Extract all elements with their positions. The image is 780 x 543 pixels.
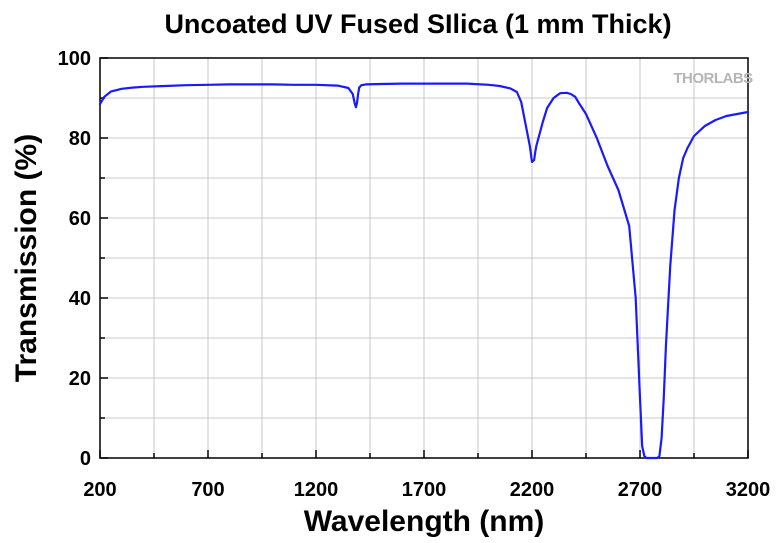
x-tick-label: 200 xyxy=(83,479,116,501)
x-tick-label: 3200 xyxy=(726,479,771,501)
x-tick-label: 2700 xyxy=(618,479,663,501)
x-tick-label: 1200 xyxy=(294,479,339,501)
y-tick-label: 20 xyxy=(69,368,91,390)
y-axis-title: Transmission (%) xyxy=(10,134,43,382)
y-tick-label: 80 xyxy=(69,128,91,150)
x-tick-label: 2200 xyxy=(510,479,555,501)
thorlabs-logo: THORLABS xyxy=(673,70,753,87)
x-tick-label: 1700 xyxy=(402,479,447,501)
chart-title: Uncoated UV Fused SIlica (1 mm Thick) xyxy=(164,9,671,39)
x-tick-label: 700 xyxy=(191,479,224,501)
y-tick-label: 100 xyxy=(58,48,91,70)
y-tick-label: 60 xyxy=(69,208,91,230)
grid-lines xyxy=(100,58,748,458)
x-axis-title: Wavelength (nm) xyxy=(304,505,545,538)
axis-ticks xyxy=(99,57,749,459)
transmission-line xyxy=(98,82,750,460)
y-tick-label: 40 xyxy=(69,288,91,310)
y-tick-labels: 0 20 40 60 80 100 xyxy=(58,48,91,470)
y-tick-label: 0 xyxy=(80,448,91,470)
x-tick-labels: 200 700 1200 1700 2200 2700 3200 xyxy=(83,479,770,501)
